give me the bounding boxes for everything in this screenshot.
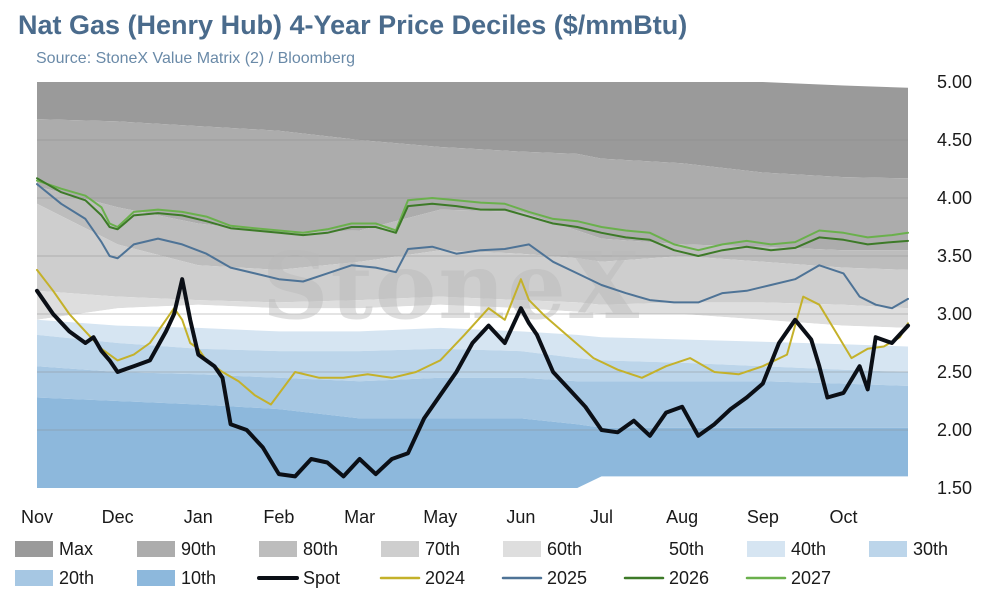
legend-swatch-40th [747,541,785,557]
legend-label: 10th [181,568,216,588]
y-tick-label: 3.00 [937,304,972,324]
legend-swatch-20th [15,570,53,586]
legend-label: 90th [181,539,216,559]
legend-label: Max [59,539,93,559]
x-tick-label: Oct [829,507,857,527]
y-tick-label: 2.00 [937,420,972,440]
series-line-2027 [36,179,909,252]
x-tick-label: Mar [344,507,375,527]
x-tick-label: Nov [21,507,53,527]
y-tick-label: 4.50 [937,130,972,150]
series-line-2025 [36,183,909,310]
series-line-spot [35,277,910,479]
legend-label: 60th [547,539,582,559]
legend-swatch-60th [503,541,541,557]
gridlines [37,139,908,431]
legend-swatch-50th [625,541,663,557]
legend-label: 50th [669,539,704,559]
y-tick-label: 4.00 [937,188,972,208]
legend-label: 40th [791,539,826,559]
x-axis: Nov Dec Jan Feb Mar May Jun Jul Aug Sep Oct [21,507,857,527]
x-tick-label: Jan [184,507,213,527]
chart-subtitle: Source: StoneX Value Matrix (2) / Bloomb… [36,50,355,67]
legend-swatch-80th [259,541,297,557]
y-tick-label: 3.50 [937,246,972,266]
legend-label: 2024 [425,568,465,588]
x-tick-label: Dec [102,507,134,527]
stonex-watermark: StoneX [262,232,641,340]
y-axis: 5.00 4.50 4.00 3.50 3.00 2.50 2.00 1.50 [937,72,972,498]
legend-label: 80th [303,539,338,559]
band-30th [37,334,908,386]
series-line-2026 [36,177,909,257]
band-60th [37,290,908,328]
price-series [35,177,910,479]
chart-title: Nat Gas (Henry Hub) 4-Year Price Deciles… [18,10,688,40]
legend-label: 2027 [791,568,831,588]
legend: Max 90th 80th 70th 60th 50th 40th 30th 20th 10th S… [15,539,948,588]
x-tick-label: Jul [590,507,613,527]
y-tick-label: 2.50 [937,362,972,382]
band-20th [37,366,908,428]
legend-swatch-10th [137,570,175,586]
y-tick-label: 5.00 [937,72,972,92]
series-line-2024 [36,268,909,406]
legend-label: 70th [425,539,460,559]
x-tick-label: Sep [747,507,779,527]
legend-swatch-70th [381,541,419,557]
legend-label: Spot [303,568,340,588]
band-max [37,82,908,179]
x-tick-label: Jun [506,507,535,527]
x-tick-label: Aug [666,507,698,527]
y-tick-label: 1.50 [937,478,972,498]
legend-swatch-30th [869,541,907,557]
x-tick-label: Feb [263,507,294,527]
legend-swatch-90th [137,541,175,557]
legend-label: 2025 [547,568,587,588]
legend-label: 2026 [669,568,709,588]
x-tick-label: May [423,507,457,527]
legend-swatch-max [15,541,53,557]
legend-label: 20th [59,568,94,588]
band-10th [37,397,908,488]
band-90th [37,119,908,251]
band-70th [37,203,908,309]
legend-label: 30th [913,539,948,559]
